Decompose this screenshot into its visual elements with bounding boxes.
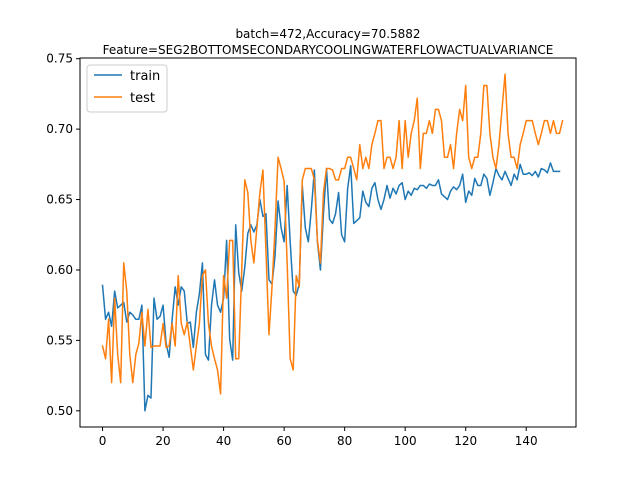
legend-label-train: train <box>130 69 160 84</box>
x-tick-label: 40 <box>216 434 231 448</box>
legend-box <box>86 64 168 113</box>
y-tick-label: 0.65 <box>46 193 73 207</box>
y-tick-label: 0.55 <box>46 333 73 347</box>
y-tick-label: 0.75 <box>46 52 73 66</box>
chart-title-line1: batch=472,Accuracy=70.5882 <box>235 27 420 41</box>
x-axis: 0 20 40 60 80 100 120 140 <box>99 427 538 448</box>
x-tick-label: 0 <box>99 434 107 448</box>
legend-label-test: test <box>130 91 155 106</box>
x-tick-label: 60 <box>276 434 291 448</box>
series-line-train <box>101 162 561 412</box>
y-axis: 0.50 0.55 0.60 0.65 0.70 0.75 <box>46 52 80 418</box>
plot-frame <box>79 57 577 428</box>
plot-area <box>101 73 564 412</box>
x-tick-label: 20 <box>155 434 170 448</box>
x-tick-label: 120 <box>454 434 477 448</box>
x-tick-label: 140 <box>515 434 538 448</box>
x-tick-label: 100 <box>394 434 417 448</box>
y-tick-label: 0.50 <box>46 404 73 418</box>
chart-title-line2: Feature=SEG2BOTTOMSECONDARYCOOLINGWATERF… <box>103 43 554 57</box>
x-tick-label: 80 <box>337 434 352 448</box>
legend: train test <box>86 64 168 113</box>
y-tick-label: 0.70 <box>46 122 73 136</box>
series-line-test <box>101 73 564 395</box>
y-tick-label: 0.60 <box>46 263 73 277</box>
